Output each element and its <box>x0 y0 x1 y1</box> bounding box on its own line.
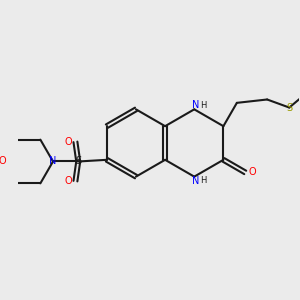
Text: O: O <box>64 137 72 147</box>
Text: N: N <box>192 100 199 110</box>
Text: O: O <box>64 176 72 186</box>
Text: N: N <box>49 157 57 166</box>
Text: H: H <box>200 100 206 109</box>
Text: H: H <box>200 176 206 185</box>
Text: O: O <box>248 167 256 177</box>
Text: S: S <box>75 157 81 166</box>
Text: N: N <box>192 176 199 186</box>
Text: S: S <box>286 103 292 112</box>
Text: O: O <box>0 157 6 166</box>
